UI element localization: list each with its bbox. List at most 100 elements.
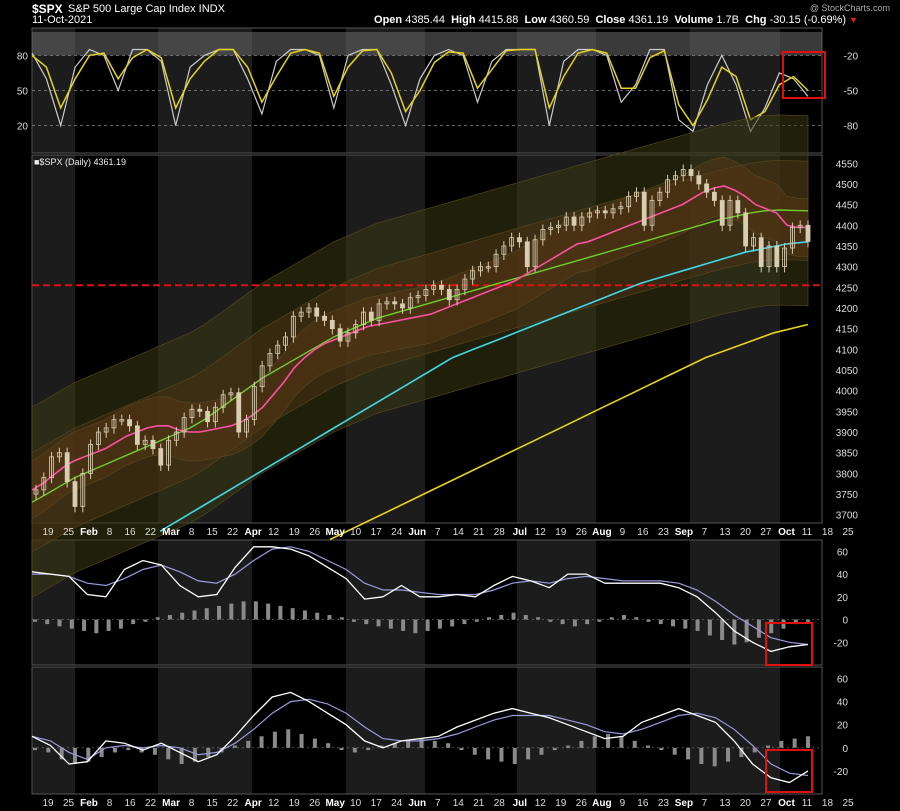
macd-histogram-bar — [779, 740, 784, 748]
price-candle — [212, 406, 218, 423]
x-axis-label: 8 — [107, 798, 113, 809]
watermark: @ StockCharts.com — [809, 3, 890, 13]
price-tick: 4500 — [836, 180, 859, 191]
macd-line — [31, 691, 809, 784]
x-axis-label: 19 — [555, 527, 567, 538]
price-tick: 4300 — [836, 263, 859, 274]
x-axis-label: Jun — [408, 527, 426, 538]
macd-histogram-bar — [352, 747, 357, 753]
price-candle — [493, 253, 499, 268]
price-candle — [259, 365, 265, 387]
x-axis-label: 26 — [576, 527, 588, 538]
macd-histogram-bar — [548, 619, 553, 622]
x-axis-label: 23 — [658, 527, 670, 538]
price-candle — [618, 206, 624, 210]
price-candle — [384, 301, 390, 305]
macd-histogram-bar — [526, 747, 531, 760]
price-candle — [610, 208, 616, 214]
x-axis-label: 25 — [842, 798, 854, 809]
macd-histogram-bar — [699, 747, 704, 764]
macd-histogram-bar — [462, 619, 467, 625]
price-candle — [142, 439, 148, 445]
x-axis-label: 8 — [107, 527, 113, 538]
price-candle — [251, 386, 257, 421]
x-axis-label: 22 — [227, 527, 239, 538]
x-axis-label: 17 — [371, 798, 383, 809]
price-candle — [774, 245, 780, 268]
macd-tick: -20 — [834, 767, 849, 778]
price-candle — [41, 477, 47, 491]
macd-histogram-bar — [512, 747, 517, 764]
macd-histogram-bar — [511, 612, 516, 620]
price-candle — [134, 425, 140, 445]
macd-histogram-bar — [450, 619, 455, 627]
macd-histogram-bar — [327, 615, 332, 620]
x-axis-label: 22 — [227, 798, 239, 809]
macd-histogram-bar — [486, 617, 491, 620]
price-tick: 4150 — [836, 325, 859, 336]
macd-histogram-bar — [312, 738, 317, 748]
x-axis-label: 13 — [719, 798, 731, 809]
macd-histogram-bar — [659, 747, 664, 751]
macd-histogram-bar — [167, 615, 172, 620]
macd-histogram-bar — [112, 747, 117, 753]
macd-histogram-bar — [253, 601, 258, 620]
price-candle — [80, 472, 86, 507]
price-candle — [392, 301, 398, 305]
macd-histogram-bar — [339, 617, 344, 620]
x-axis-label: Jul — [513, 527, 528, 538]
macd-histogram-bar — [286, 729, 291, 748]
macd-histogram-bar — [671, 619, 676, 627]
price-candle — [283, 336, 288, 346]
macd-histogram-bar — [118, 619, 123, 629]
macd-histogram-bar — [272, 731, 277, 748]
macd-histogram-bar — [552, 747, 557, 751]
macd-histogram-bar — [419, 738, 424, 748]
price-candle — [595, 210, 600, 214]
x-axis-label: 11 — [802, 798, 813, 809]
price-candle — [415, 295, 421, 299]
macd-tick: 60 — [837, 547, 849, 558]
macd-tick: 0 — [842, 744, 848, 755]
macd-histogram-bar — [86, 747, 91, 762]
macd-histogram-bar — [585, 619, 590, 625]
macd-histogram-bar — [781, 619, 786, 629]
price-candle — [563, 216, 569, 226]
price-candle — [657, 191, 663, 201]
x-axis-label: 25 — [63, 798, 75, 809]
inner-envelope — [31, 156, 809, 520]
x-axis-label: 28 — [494, 798, 506, 809]
price-candle — [501, 245, 507, 255]
macd-histogram-bar — [720, 619, 725, 640]
macd-histogram-bar — [401, 619, 406, 631]
highlight-boxes — [765, 51, 826, 793]
macd-histogram-bar — [499, 615, 504, 620]
x-axis-label: 16 — [124, 798, 136, 809]
x-axis-label: 16 — [124, 527, 136, 538]
price-candle — [727, 200, 733, 226]
macd-histogram-bar — [388, 619, 393, 629]
x-axis-label: 25 — [842, 527, 854, 538]
macd-histogram-bar — [432, 740, 437, 748]
price-candle — [236, 392, 242, 433]
x-axis-label: 7 — [435, 798, 441, 809]
price-candle — [509, 237, 515, 247]
macd-histogram-bar — [744, 619, 749, 643]
macd-histogram-bar — [366, 747, 371, 751]
x-axis-label: Mar — [162, 527, 180, 538]
price-tick: 4050 — [836, 366, 859, 377]
macd-histogram-bar — [646, 619, 651, 622]
macd-histogram-bar — [106, 619, 111, 631]
price-panel: ■$SPX (Daily) 4361.19 3700 3750 3800 3850 39… — [31, 114, 859, 598]
macd-histogram-bar — [266, 603, 271, 620]
price-candle — [267, 353, 273, 367]
highlight-box — [765, 749, 813, 793]
x-axis-label: 18 — [822, 527, 834, 538]
macd-histogram-bar — [69, 619, 74, 629]
x-axis-label: Oct — [778, 527, 795, 538]
chg-value: -30.15 (-0.69%) — [769, 14, 847, 26]
price-candle — [805, 224, 811, 242]
x-axis-label: 9 — [620, 798, 626, 809]
price-candle — [680, 169, 686, 177]
x-axis-label: 11 — [802, 527, 813, 538]
